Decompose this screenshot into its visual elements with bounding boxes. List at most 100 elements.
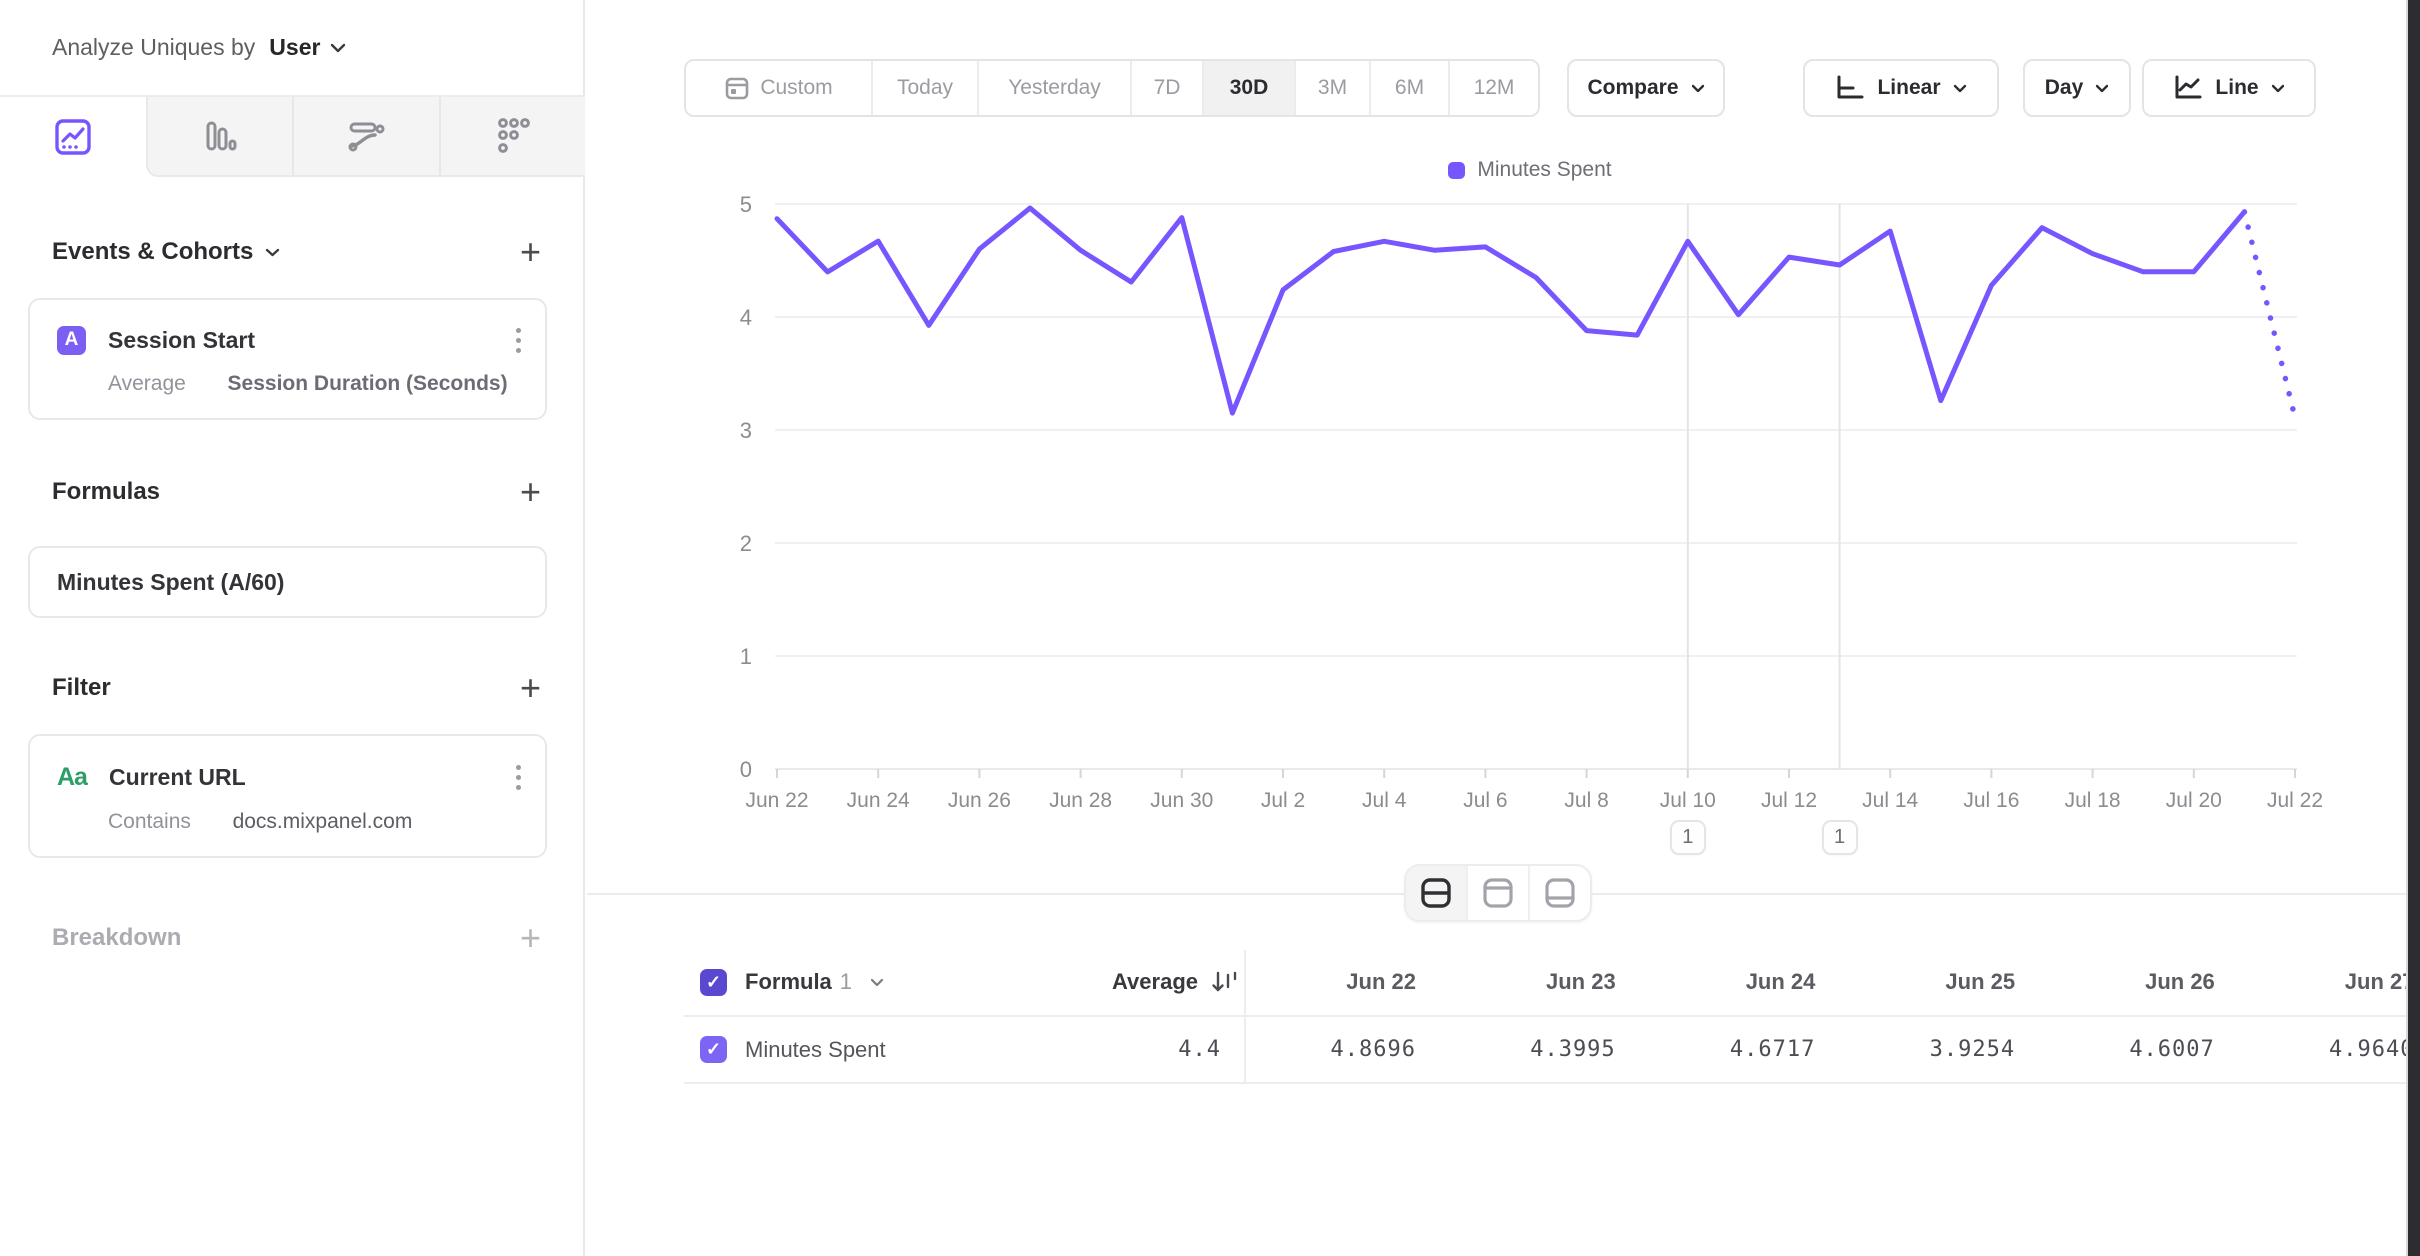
x-tick-label: Jul 14 xyxy=(1862,789,1918,812)
x-tick-label: Jun 30 xyxy=(1150,789,1213,812)
date-range-custom[interactable]: Custom xyxy=(686,61,873,115)
layout-table-only-button[interactable] xyxy=(1530,866,1590,920)
date-column-header[interactable]: Jun 27 xyxy=(2344,969,2415,994)
date-range-30d[interactable]: 30D xyxy=(1204,61,1296,115)
line-chart-icon xyxy=(55,119,91,155)
date-range-today[interactable]: Today xyxy=(873,61,979,115)
filter-label: Filter xyxy=(52,674,111,701)
tab-grid[interactable] xyxy=(441,97,585,175)
x-tick-label: Jun 26 xyxy=(948,789,1011,812)
date-range-label: 30D xyxy=(1229,76,1269,99)
event-aggregation[interactable]: Average Session Duration (Seconds) xyxy=(30,372,545,396)
date-range-12m[interactable]: 12M xyxy=(1450,61,1538,115)
annotation-badge[interactable]: 1 xyxy=(1821,820,1858,855)
x-tick-label: Jul 18 xyxy=(2065,789,2121,812)
y-tick-label: 5 xyxy=(740,192,752,217)
events-cohorts-title[interactable]: Events & Cohorts xyxy=(52,238,280,266)
layout-chart-only-button[interactable] xyxy=(1468,866,1530,920)
analyze-uniques-header: Analyze Uniques by User xyxy=(0,0,583,97)
date-range-label: Today xyxy=(896,76,954,99)
tab-flows[interactable] xyxy=(294,97,441,175)
bottom-bar-view-icon xyxy=(1545,878,1575,908)
chevron-down-icon xyxy=(1953,84,1966,92)
line-chart-canvas[interactable]: 0 1 2 3 4 5 Jun 22 Jun 24 Jun 26 Jun 28 Jun 30 Jul … xyxy=(700,190,2400,850)
chart-type-label: Line xyxy=(2215,76,2259,99)
filter-header: Filter + xyxy=(52,668,541,708)
bar-chart-icon xyxy=(206,121,237,151)
date-column-header[interactable]: Jun 26 xyxy=(2145,969,2215,994)
date-range-label: 7D xyxy=(1153,76,1181,99)
filter-card-current-url[interactable]: Aa Current URL Contains docs.mixpanel.co… xyxy=(28,734,547,858)
series-line-minutes-spent[interactable] xyxy=(774,205,2247,416)
chevron-down-icon[interactable] xyxy=(870,978,884,987)
sort-descending-icon xyxy=(1212,971,1237,992)
x-tick-label: Jul 2 xyxy=(1261,789,1305,812)
split-view-icon xyxy=(1421,878,1451,908)
annotation-badge[interactable]: 1 xyxy=(1669,820,1706,855)
chart-type-dropdown[interactable]: Line xyxy=(2142,59,2316,117)
line-type-icon xyxy=(2175,75,2202,99)
legend-label: Minutes Spent xyxy=(1477,158,1612,181)
uniques-by-dropdown[interactable]: User xyxy=(269,34,346,61)
y-tick-label: 1 xyxy=(740,644,752,669)
interval-dropdown[interactable]: Day xyxy=(2023,59,2131,117)
y-tick-label: 2 xyxy=(740,531,752,556)
select-all-checkbox[interactable]: ✓ xyxy=(700,968,727,996)
x-tick-label: Jul 10 xyxy=(1660,789,1716,812)
date-range-6m[interactable]: 6M xyxy=(1371,61,1450,115)
series-line-incomplete-segment[interactable] xyxy=(2241,209,2298,421)
string-property-icon: Aa xyxy=(57,762,88,791)
date-range-7d[interactable]: 7D xyxy=(1132,61,1204,115)
formula-index: 1 xyxy=(839,969,853,994)
date-value-cell: 4.6007 xyxy=(2129,1037,2215,1062)
formula-card[interactable]: Minutes Spent (A/60) xyxy=(28,546,547,618)
average-value: 4.4 xyxy=(1178,1037,1221,1062)
formula-word: Formula xyxy=(745,969,832,994)
date-range-3m[interactable]: 3M xyxy=(1296,61,1371,115)
date-column-header[interactable]: Jun 23 xyxy=(1545,969,1616,994)
y-tick-label: 0 xyxy=(740,757,752,782)
top-bar-view-icon xyxy=(1483,878,1513,908)
filter-operator: Contains xyxy=(108,810,191,833)
date-range-label: Yesterday xyxy=(1008,76,1101,99)
tab-bar-chart[interactable] xyxy=(148,97,295,175)
add-filter-button[interactable]: + xyxy=(519,667,541,708)
scale-dropdown[interactable]: Linear xyxy=(1803,59,1999,117)
date-range-label: 6M xyxy=(1394,76,1425,99)
legend-swatch xyxy=(1448,161,1466,179)
date-value-cell: 4.9640 xyxy=(2329,1037,2415,1062)
filter-condition[interactable]: Contains docs.mixpanel.com xyxy=(30,810,545,834)
table-column-divider xyxy=(1244,950,1246,1082)
grid-dots-icon xyxy=(497,118,530,153)
date-column-header[interactable]: Jun 25 xyxy=(1945,969,2016,994)
add-event-button[interactable]: + xyxy=(519,231,541,272)
layout-split-view-button[interactable] xyxy=(1406,866,1468,920)
add-breakdown-button[interactable]: + xyxy=(519,917,541,958)
compare-button[interactable]: Compare xyxy=(1567,59,1725,117)
aggregation-property: Session Duration (Seconds) xyxy=(227,372,508,395)
chevron-down-icon xyxy=(266,248,280,256)
formula-group-label[interactable]: Formula 1 xyxy=(745,969,852,995)
date-range-yesterday[interactable]: Yesterday xyxy=(979,61,1132,115)
date-range-segmented-control: Custom Today Yesterday 7D 30D 3M 6M 12M xyxy=(684,59,1540,117)
kebab-menu-icon[interactable] xyxy=(516,764,521,790)
aggregation-type: Average xyxy=(108,372,186,395)
date-range-label: 12M xyxy=(1473,76,1515,99)
compare-label: Compare xyxy=(1587,76,1679,99)
tab-insights-line-chart[interactable] xyxy=(0,97,146,177)
date-value-cell: 4.6717 xyxy=(1729,1037,1816,1062)
add-formula-button[interactable]: + xyxy=(519,471,541,512)
event-title: Session Start xyxy=(108,326,255,353)
average-column-header[interactable]: Average xyxy=(1000,948,1240,1016)
kebab-menu-icon[interactable] xyxy=(516,327,521,353)
x-tick-label: Jul 12 xyxy=(1761,789,1817,812)
date-column-header[interactable]: Jun 22 xyxy=(1346,969,1416,994)
date-range-label: 3M xyxy=(1317,76,1348,99)
filter-value: docs.mixpanel.com xyxy=(232,810,413,833)
date-range-label: Custom xyxy=(760,76,833,99)
date-column-header[interactable]: Jun 24 xyxy=(1745,969,1816,994)
chart-legend[interactable]: Minutes Spent xyxy=(700,158,2360,182)
event-card-session-start[interactable]: A Session Start Average Session Duration… xyxy=(28,298,547,420)
series-checkbox[interactable]: ✓ xyxy=(700,1036,727,1063)
table-group-header: ✓ Formula 1 xyxy=(700,948,884,1016)
